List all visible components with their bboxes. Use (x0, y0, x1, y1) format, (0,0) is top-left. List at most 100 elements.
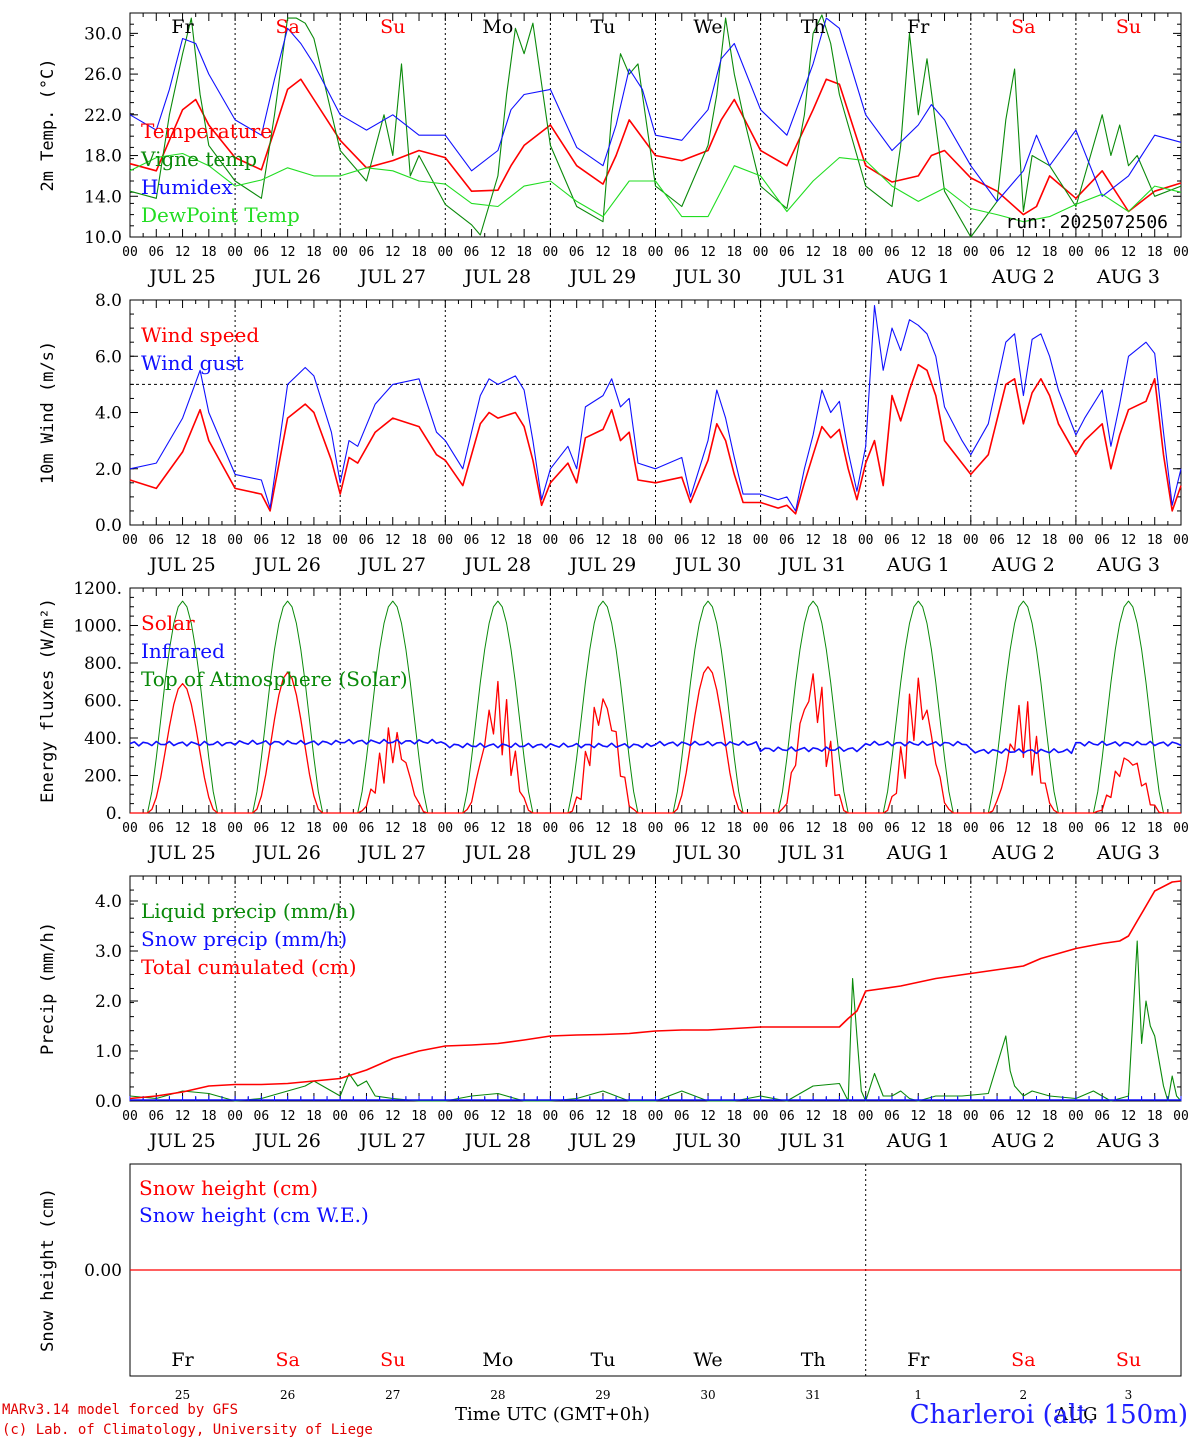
y-tick-label: 4.0 (95, 404, 122, 424)
date-label: AUG 3 (1096, 1130, 1160, 1152)
y-tick-label: 800. (84, 654, 122, 674)
hour-tick-label: 12 (280, 533, 296, 548)
y-tick-label: 1200. (73, 579, 122, 599)
weekday-label-top: Su (380, 16, 405, 38)
date-label: JUL 26 (252, 1130, 320, 1152)
hour-tick-label: 12 (700, 821, 716, 836)
hour-tick-label: 12 (175, 1109, 191, 1124)
date-label: JUL 25 (147, 554, 215, 576)
hour-tick-label: 06 (254, 1109, 270, 1124)
run-label: run: 2025072506 (1005, 212, 1168, 233)
hour-tick-label: 18 (621, 533, 637, 548)
hour-tick-label: 12 (595, 821, 611, 836)
hour-tick-label: 00 (332, 821, 348, 836)
date-label: AUG 3 (1096, 266, 1160, 288)
legend-entry: Snow precip (mm/h) (141, 927, 347, 951)
station-name: Charleroi (alt. 150m) (909, 1400, 1188, 1430)
weekday-label-top: Fr (171, 16, 194, 38)
hour-tick-label: 18 (937, 533, 953, 548)
legend-entry: Snow height (cm) (139, 1176, 318, 1200)
hour-tick-label: 00 (648, 245, 664, 260)
hour-tick-label: 00 (543, 821, 559, 836)
hour-tick-label: 12 (1121, 533, 1137, 548)
hour-tick-label: 00 (1173, 245, 1189, 260)
hour-tick-label: 00 (858, 821, 874, 836)
hour-tick-label: 18 (411, 1109, 427, 1124)
hour-tick-label: 06 (779, 533, 795, 548)
hour-tick-label: 00 (332, 245, 348, 260)
hour-tick-label: 12 (700, 1109, 716, 1124)
hour-tick-label: 06 (1094, 245, 1110, 260)
hour-tick-label: 18 (201, 245, 217, 260)
y-axis-label: 10m Wind (m/s) (38, 341, 58, 484)
hour-tick-label: 00 (437, 533, 453, 548)
weekday-label-top: Sa (275, 16, 299, 38)
y-tick-label: 14.0 (84, 187, 122, 207)
date-label: JUL 28 (463, 842, 531, 864)
hour-tick-label: 18 (201, 533, 217, 548)
hour-tick-label: 06 (1094, 1109, 1110, 1124)
day-number-label: 30 (700, 1388, 715, 1402)
date-label: JUL 29 (568, 842, 636, 864)
hour-tick-label: 00 (227, 1109, 243, 1124)
hour-tick-label: 06 (674, 533, 690, 548)
series-line-wind-gust (129, 305, 1182, 512)
hour-tick-label: 18 (516, 1109, 532, 1124)
hour-tick-label: 06 (359, 1109, 375, 1124)
hour-tick-label: 12 (1016, 533, 1032, 548)
hour-tick-label: 12 (490, 1109, 506, 1124)
hour-tick-label: 12 (910, 821, 926, 836)
hour-tick-label: 18 (726, 533, 742, 548)
date-label: JUL 26 (252, 266, 320, 288)
date-label: AUG 1 (886, 266, 950, 288)
y-axis-label: Energy fluxes (W/m²) (38, 598, 58, 803)
hour-tick-label: 12 (1016, 821, 1032, 836)
y-tick-label: 6.0 (95, 347, 122, 367)
date-label: JUL 25 (147, 842, 215, 864)
hour-tick-label: 18 (516, 245, 532, 260)
hour-tick-label: 12 (490, 245, 506, 260)
y-tick-label: 1.0 (95, 1042, 122, 1062)
day-number-label: 26 (280, 1388, 295, 1402)
date-label: AUG 2 (991, 842, 1055, 864)
weekday-label-bottom: Sa (275, 1349, 299, 1371)
date-label: JUL 30 (673, 266, 741, 288)
credit-line-model: MARv3.14 model forced by GFS (2, 1402, 239, 1418)
date-label: AUG 2 (991, 266, 1055, 288)
y-tick-label: 10.0 (84, 228, 122, 248)
hour-tick-label: 06 (148, 245, 164, 260)
hour-tick-label: 00 (963, 1109, 979, 1124)
hour-tick-label: 18 (411, 533, 427, 548)
hour-tick-label: 06 (674, 1109, 690, 1124)
hour-tick-label: 06 (884, 533, 900, 548)
date-label: JUL 27 (358, 842, 426, 864)
weekday-label-bottom: Su (380, 1349, 405, 1371)
date-label: JUL 28 (463, 554, 531, 576)
date-label: AUG 3 (1096, 842, 1160, 864)
y-tick-label: 18.0 (84, 147, 122, 167)
hour-tick-label: 00 (1068, 1109, 1084, 1124)
weekday-label-top: Mo (482, 16, 513, 38)
legend-entry: Vigne temp (140, 147, 257, 171)
hour-tick-label: 06 (1094, 821, 1110, 836)
hour-tick-label: 12 (385, 533, 401, 548)
day-number-label: 31 (806, 1388, 821, 1402)
series-line-total-cumulated-cm (129, 880, 1182, 1100)
hour-tick-label: 06 (884, 821, 900, 836)
hour-tick-label: 12 (910, 245, 926, 260)
hour-tick-label: 00 (1173, 821, 1189, 836)
day-number-label: 1 (914, 1388, 922, 1402)
hour-tick-label: 18 (832, 821, 848, 836)
hour-tick-label: 00 (963, 245, 979, 260)
hour-tick-label: 06 (148, 821, 164, 836)
hour-tick-label: 18 (201, 1109, 217, 1124)
hour-tick-label: 12 (700, 533, 716, 548)
hour-tick-label: 06 (569, 533, 585, 548)
series-line-toa-solar (130, 600, 1181, 814)
weekday-label-top: Tu (590, 16, 615, 38)
hour-tick-label: 06 (989, 1109, 1005, 1124)
series-line-wind-speed (129, 363, 1182, 515)
hour-tick-label: 00 (122, 533, 138, 548)
hour-tick-label: 18 (411, 821, 427, 836)
